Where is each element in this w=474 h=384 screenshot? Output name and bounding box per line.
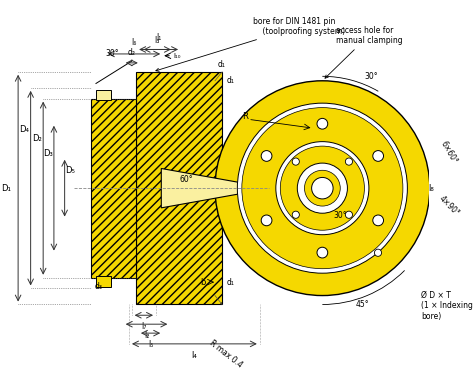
- Text: 30°: 30°: [365, 72, 378, 81]
- Circle shape: [261, 151, 272, 161]
- Text: d₃: d₃: [94, 282, 102, 291]
- Circle shape: [237, 103, 407, 273]
- Text: d₁: d₁: [227, 76, 235, 85]
- Polygon shape: [96, 276, 111, 286]
- Polygon shape: [161, 169, 257, 208]
- Circle shape: [317, 247, 328, 258]
- Text: 45°: 45°: [356, 300, 369, 309]
- Circle shape: [373, 215, 383, 226]
- Circle shape: [374, 249, 382, 257]
- Text: D₆: D₆: [278, 206, 287, 215]
- Text: l₄: l₄: [191, 351, 197, 360]
- Text: 60°: 60°: [180, 175, 193, 184]
- Text: d₁: d₁: [227, 278, 235, 286]
- Circle shape: [373, 151, 383, 161]
- Text: D₅: D₅: [65, 166, 75, 175]
- Text: bore for DIN 1481 pin
    (toolproofing system): bore for DIN 1481 pin (toolproofing syst…: [156, 17, 346, 71]
- Text: 4×90°: 4×90°: [437, 194, 461, 218]
- Text: l₇: l₇: [141, 323, 146, 331]
- Text: l₁₀: l₁₀: [174, 53, 182, 59]
- Circle shape: [346, 158, 353, 165]
- Circle shape: [346, 211, 353, 218]
- Text: D₃: D₃: [43, 149, 53, 158]
- Text: access hole for
manual clamping: access hole for manual clamping: [325, 26, 402, 78]
- Text: l₃: l₃: [155, 36, 160, 45]
- Text: Ø D × T
(1 × Indexing
bore): Ø D × T (1 × Indexing bore): [421, 291, 473, 321]
- Circle shape: [280, 146, 365, 230]
- Circle shape: [311, 177, 333, 199]
- Circle shape: [317, 118, 328, 129]
- Text: D₄: D₄: [19, 124, 29, 134]
- Text: l₆: l₆: [131, 38, 137, 47]
- Polygon shape: [136, 72, 222, 305]
- Text: 30°: 30°: [105, 50, 119, 58]
- Circle shape: [242, 108, 403, 269]
- Text: l₂: l₂: [144, 331, 149, 340]
- Circle shape: [261, 215, 272, 226]
- Text: D₂: D₂: [32, 134, 41, 144]
- Polygon shape: [222, 163, 260, 213]
- Text: 30°: 30°: [333, 210, 347, 220]
- Circle shape: [297, 163, 347, 213]
- Text: b: b: [201, 278, 206, 286]
- Text: d₂: d₂: [128, 48, 136, 56]
- Circle shape: [292, 211, 300, 218]
- Text: l₁: l₁: [156, 33, 161, 42]
- Text: R max 0.4: R max 0.4: [208, 338, 244, 369]
- Text: l₉: l₉: [279, 174, 284, 183]
- Circle shape: [292, 158, 300, 165]
- Text: R: R: [242, 112, 248, 121]
- Circle shape: [304, 170, 340, 206]
- Polygon shape: [96, 90, 111, 101]
- Text: l₈: l₈: [428, 184, 434, 193]
- Text: l₅: l₅: [148, 340, 153, 349]
- Text: 6×60°: 6×60°: [439, 139, 459, 166]
- Circle shape: [215, 81, 430, 296]
- Polygon shape: [91, 99, 136, 278]
- Text: D₁: D₁: [1, 184, 11, 193]
- Circle shape: [276, 142, 369, 235]
- Text: d₁: d₁: [218, 60, 226, 69]
